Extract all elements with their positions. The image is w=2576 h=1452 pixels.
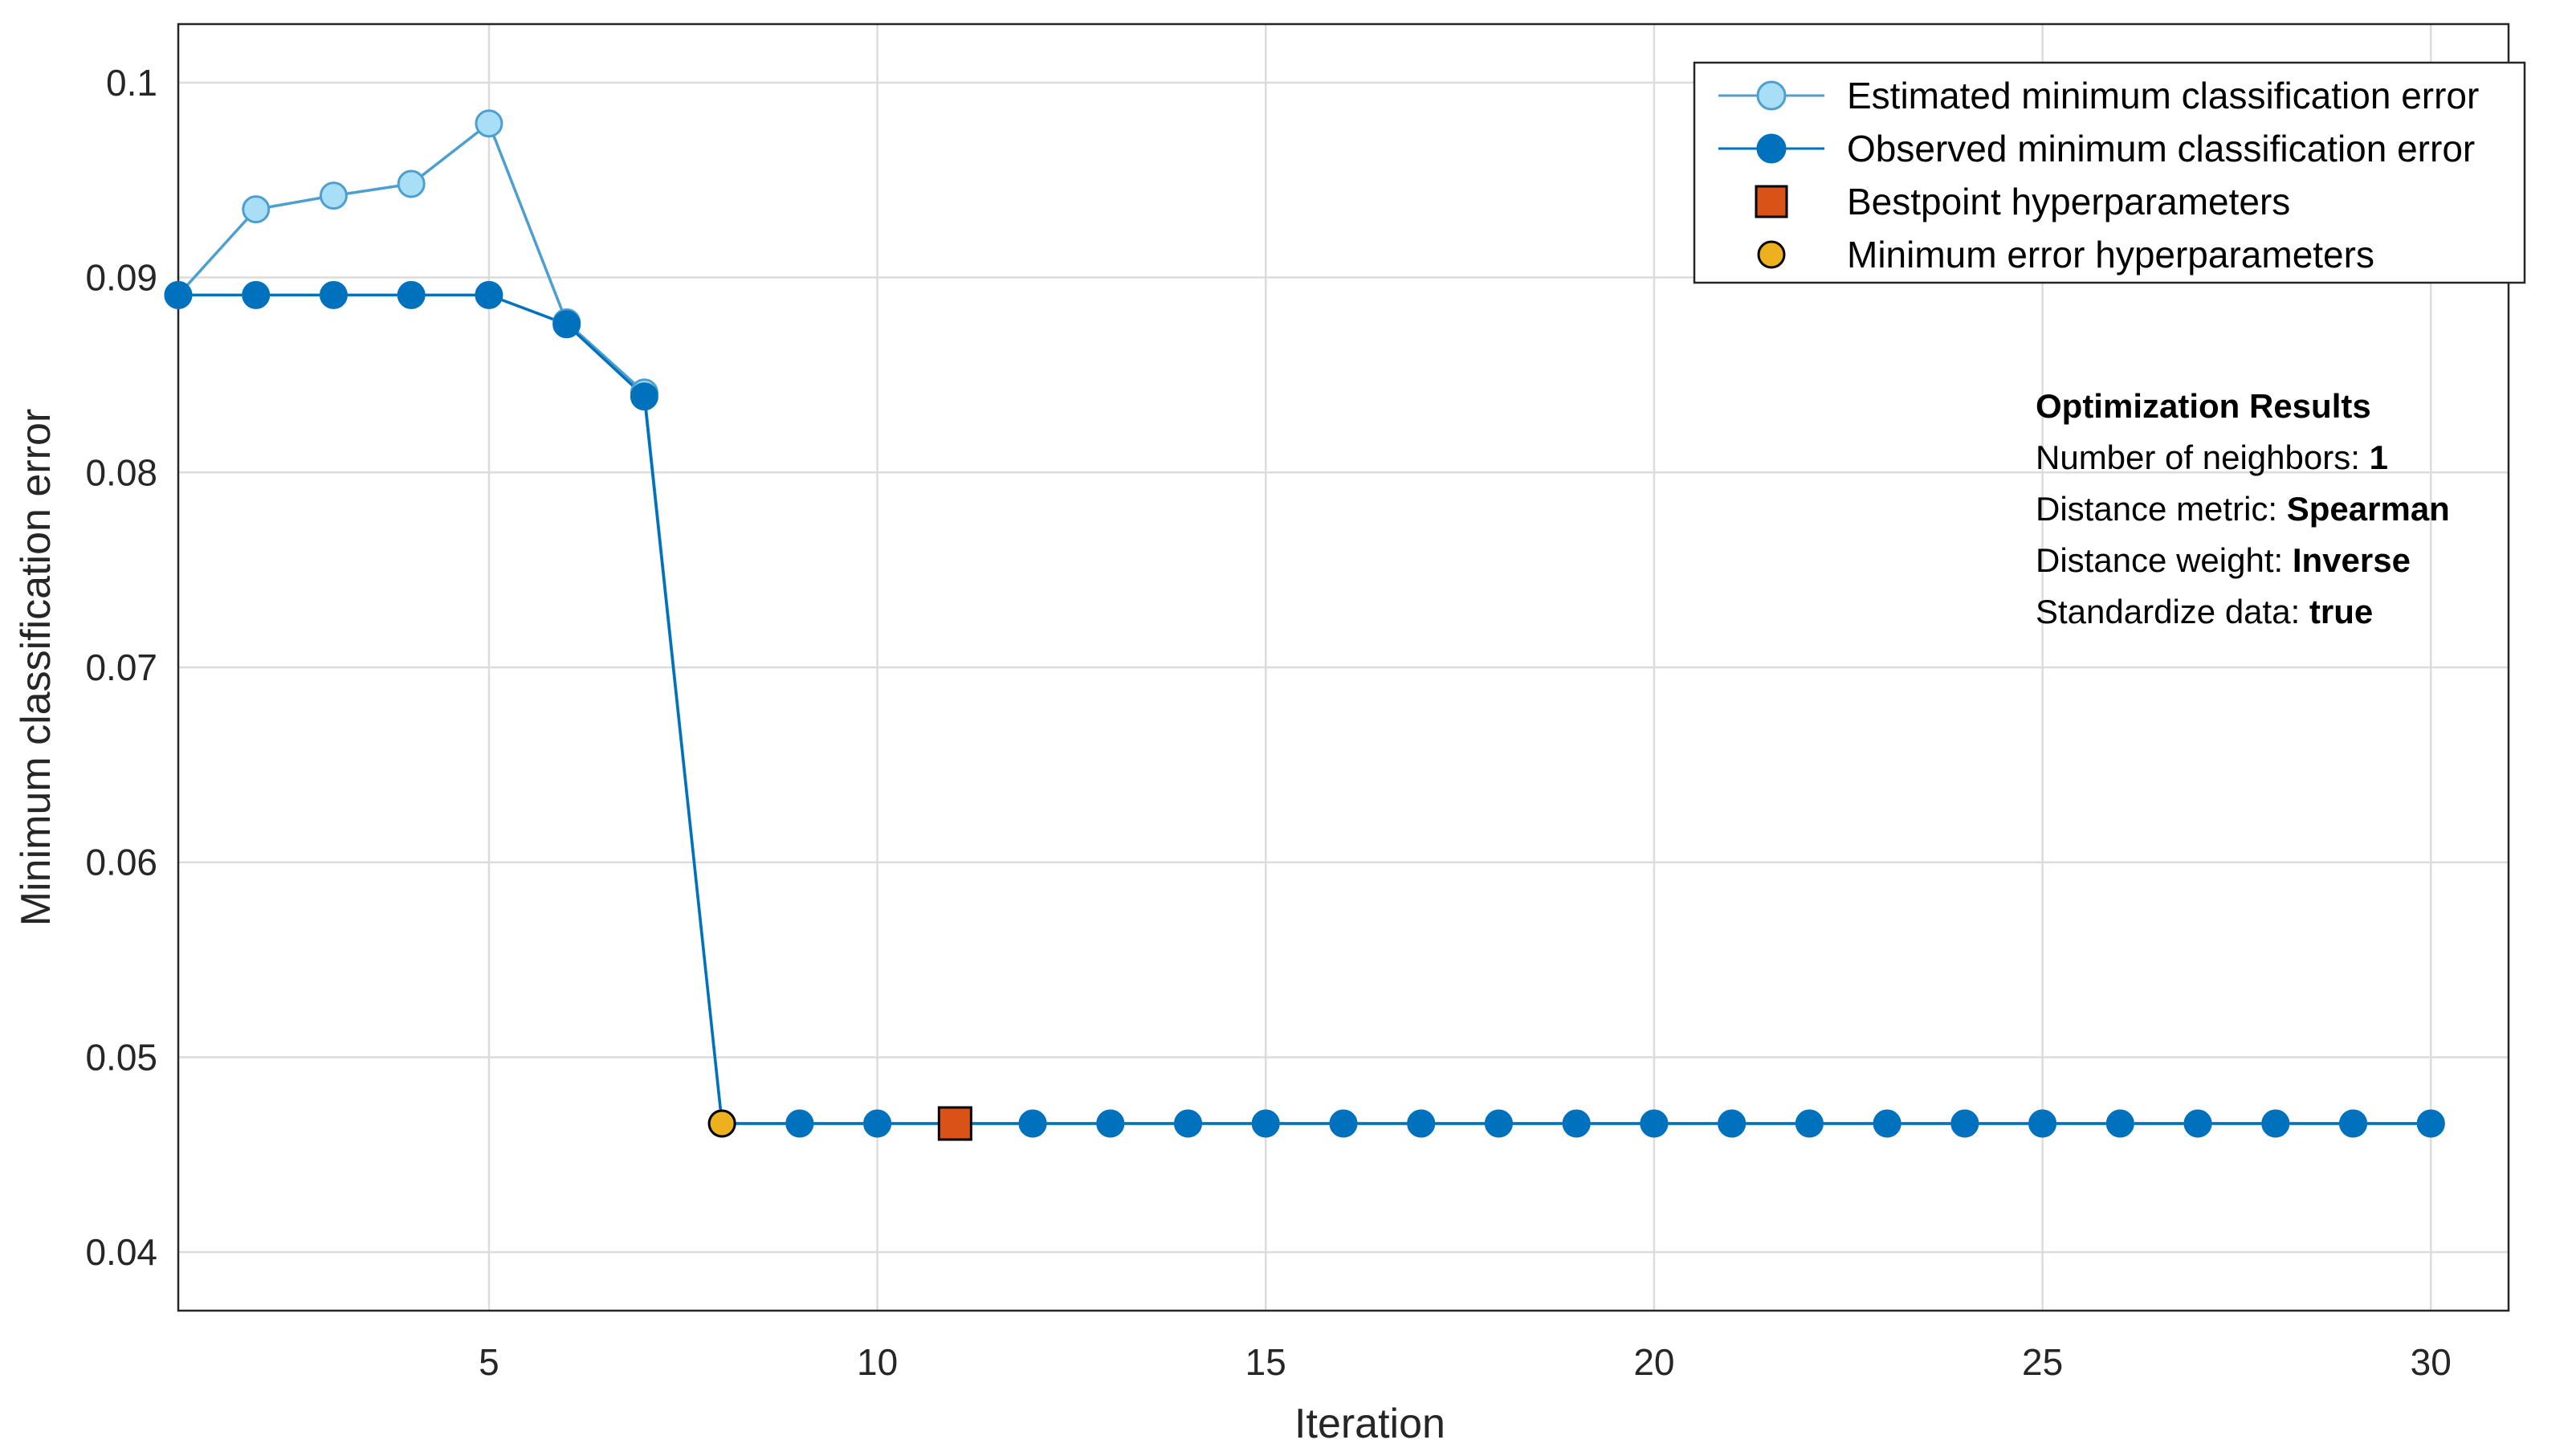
minimum-error-marker [707,1109,736,1138]
y-tick-label: 0.04 [85,1231,157,1273]
series-observed-point [630,382,658,411]
y-tick-label: 0.07 [85,646,157,688]
results-weight-label: Distance weight: [2036,541,2293,579]
series-observed-point [2183,1109,2212,1138]
y-tick-label: 0.08 [85,451,157,493]
x-tick-label: 30 [2411,1341,2452,1383]
legend-minerror-marker [1757,240,1786,269]
series-observed-point [1718,1109,1747,1138]
legend-observed-label: Observed minimum classification error [1847,128,2475,169]
x-axis-label: Iteration [1294,1401,1445,1447]
results-neighbors-label: Number of neighbors: [2036,438,2370,476]
x-tick-label: 20 [1633,1341,1674,1383]
series-estimated-point [319,182,348,210]
x-tick-label: 15 [1245,1341,1286,1383]
series-observed-point [1484,1109,1513,1138]
series-observed-point [319,280,348,309]
results-title: Optimization Results [2036,387,2371,425]
results-standardize-value: true [2309,593,2373,630]
legend-estimated-marker [1756,80,1787,111]
series-observed-point [2261,1109,2290,1138]
y-tick-label: 0.06 [85,842,157,883]
series-observed-point [1562,1109,1591,1138]
series-observed-point [2339,1109,2368,1138]
x-tick-label: 25 [2022,1341,2063,1383]
legend-box [1693,61,2526,284]
results-standardize-label: Standardize data: [2036,593,2309,630]
y-tick-label: 0.05 [85,1036,157,1078]
y-tick-label: 0.09 [85,257,157,299]
series-observed-point [1873,1109,1901,1138]
series-observed-point [2028,1109,2057,1138]
series-observed-point [552,310,581,339]
series-observed-point [1795,1109,1824,1138]
results-metric-label: Distance metric: [2036,490,2287,528]
results-line-neighbors: Number of neighbors: 1 [2036,438,2388,476]
series-observed-point [1174,1109,1203,1138]
grid-lines [178,24,2509,1311]
y-axis-label: Minimum classification error [13,409,59,926]
series-observed-point [1640,1109,1669,1138]
legend-minerror-label: Minimum error hyperparameters [1847,234,2374,275]
series-observed-point [242,280,271,309]
legend: Estimated minimum classification error O… [1693,61,2526,284]
series-estimated-point [242,195,271,224]
bestpoint-marker [937,1106,972,1141]
series-observed-point [863,1109,892,1138]
series-observed-point [1950,1109,1979,1138]
tick-labels: 5 10 15 20 25 30 0.04 0.05 0.06 0.07 0.08 0.09 0.1 [85,62,2451,1383]
series-observed-point [2416,1109,2445,1138]
series-group [164,109,2445,1138]
results-line-weight: Distance weight: Inverse [2036,541,2411,579]
results-neighbors-value: 1 [2370,438,2388,476]
series-observed-point [1407,1109,1436,1138]
series-estimated-point [475,109,503,138]
series-observed-point [2105,1109,2134,1138]
results-weight-value: Inverse [2293,541,2411,579]
series-observed-point [1018,1109,1047,1138]
plot-frame [177,22,2510,1312]
series-observed-point [164,280,193,309]
results-metric-value: Spearman [2287,490,2450,528]
x-tick-label: 10 [857,1341,898,1383]
results-line-standardize: Standardize data: true [2036,593,2373,630]
series-observed-point [475,280,503,309]
legend-observed-marker [1756,133,1787,164]
series-observed-point [785,1109,814,1138]
legend-bestpoint-marker [1755,185,1788,218]
series-observed-point [1096,1109,1125,1138]
series-observed-point [397,280,426,309]
legend-estimated-label: Estimated minimum classification error [1847,75,2479,116]
series-observed-point [1251,1109,1280,1138]
y-tick-label: 0.1 [106,62,157,104]
optimization-results: Optimization Results Number of neighbors… [2036,387,2450,630]
results-line-metric: Distance metric: Spearman [2036,490,2450,528]
series-estimated-point [397,169,426,198]
series-observed-point [1329,1109,1358,1138]
x-tick-label: 5 [479,1341,499,1383]
legend-bestpoint-label: Bestpoint hyperparameters [1847,181,2290,222]
special-points [707,1106,972,1141]
